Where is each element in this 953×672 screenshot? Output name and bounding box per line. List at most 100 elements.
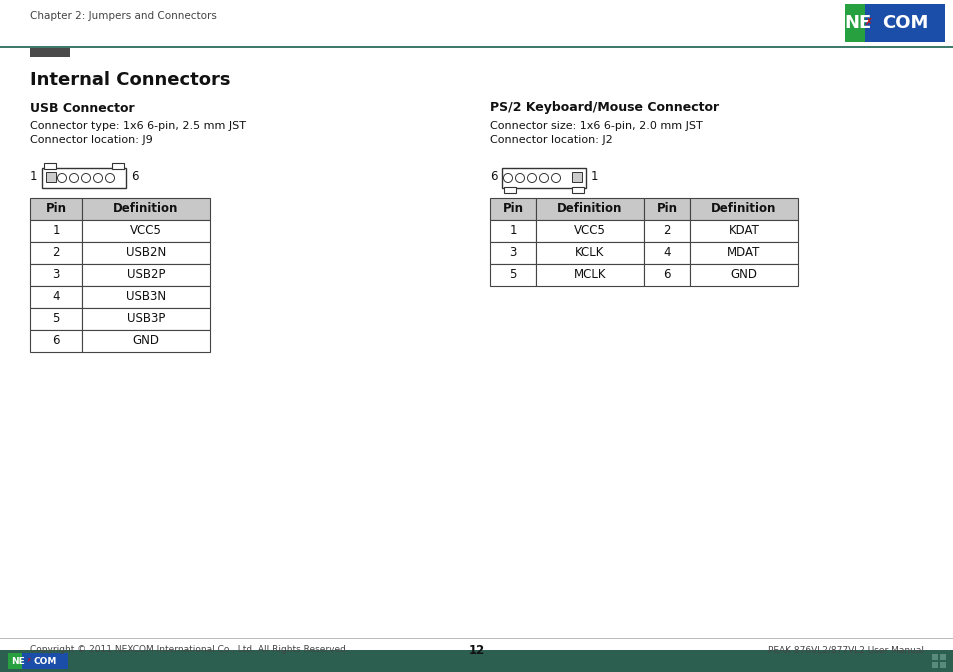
- Text: Connector size: 1x6 6-pin, 2.0 mm JST: Connector size: 1x6 6-pin, 2.0 mm JST: [490, 121, 702, 131]
- Text: 2: 2: [662, 224, 670, 237]
- Circle shape: [515, 173, 524, 183]
- Text: 1: 1: [30, 171, 37, 183]
- Text: Connector type: 1x6 6-pin, 2.5 mm JST: Connector type: 1x6 6-pin, 2.5 mm JST: [30, 121, 246, 131]
- Bar: [689, 220, 797, 242]
- Text: 3: 3: [509, 247, 517, 259]
- Text: VCC5: VCC5: [130, 224, 162, 237]
- Text: PS/2 Keyboard/Mouse Connector: PS/2 Keyboard/Mouse Connector: [490, 101, 719, 114]
- Text: KCLK: KCLK: [575, 247, 604, 259]
- Circle shape: [527, 173, 536, 183]
- Text: Connector location: J2: Connector location: J2: [490, 135, 612, 145]
- Bar: [939, 654, 945, 660]
- Text: Definition: Definition: [711, 202, 776, 216]
- Bar: [82, 242, 210, 264]
- Bar: [46, 172, 56, 182]
- Bar: [8, 653, 22, 669]
- Text: Chapter 2: Jumpers and Connectors: Chapter 2: Jumpers and Connectors: [30, 11, 216, 21]
- Text: 1: 1: [590, 171, 598, 183]
- Text: USB3N: USB3N: [126, 290, 166, 304]
- Bar: [501, 168, 585, 188]
- Text: PEAK 876VL2/877VL2 User Manual: PEAK 876VL2/877VL2 User Manual: [767, 646, 923, 655]
- Text: Definition: Definition: [557, 202, 622, 216]
- Circle shape: [57, 173, 67, 183]
- Bar: [22, 653, 68, 669]
- Text: USB2N: USB2N: [126, 247, 166, 259]
- Text: Pin: Pin: [46, 202, 67, 216]
- Text: Connector location: J9: Connector location: J9: [30, 135, 152, 145]
- Bar: [82, 220, 210, 242]
- Text: MCLK: MCLK: [573, 269, 605, 282]
- Circle shape: [70, 173, 78, 183]
- Bar: [30, 330, 82, 352]
- Text: Copyright © 2011 NEXCOM International Co., Ltd. All Rights Reserved.: Copyright © 2011 NEXCOM International Co…: [30, 646, 349, 655]
- Bar: [30, 242, 82, 264]
- Circle shape: [503, 173, 512, 183]
- Text: COM: COM: [881, 14, 927, 32]
- Circle shape: [551, 173, 560, 183]
- Text: 4: 4: [52, 290, 60, 304]
- Bar: [82, 198, 210, 220]
- Bar: [643, 264, 689, 286]
- Text: MDAT: MDAT: [726, 247, 760, 259]
- Text: 6: 6: [131, 171, 138, 183]
- Bar: [30, 220, 82, 242]
- Text: 1: 1: [509, 224, 517, 237]
- Text: USB3P: USB3P: [127, 312, 165, 325]
- Text: 6: 6: [662, 269, 670, 282]
- Bar: [30, 198, 82, 220]
- Bar: [30, 286, 82, 308]
- Text: NE: NE: [11, 657, 25, 665]
- Bar: [643, 220, 689, 242]
- Text: 5: 5: [52, 312, 60, 325]
- Bar: [30, 264, 82, 286]
- Text: 3: 3: [52, 269, 60, 282]
- Bar: [490, 220, 536, 242]
- Circle shape: [106, 173, 114, 183]
- Bar: [844, 4, 864, 42]
- Text: 4: 4: [662, 247, 670, 259]
- Bar: [44, 163, 56, 169]
- Circle shape: [539, 173, 548, 183]
- Circle shape: [93, 173, 102, 183]
- Text: Definition: Definition: [113, 202, 178, 216]
- Text: 2: 2: [52, 247, 60, 259]
- Text: 1: 1: [52, 224, 60, 237]
- Bar: [0, 638, 953, 639]
- Bar: [42, 168, 126, 188]
- Text: VCC5: VCC5: [574, 224, 605, 237]
- Bar: [689, 242, 797, 264]
- Text: Pin: Pin: [502, 202, 523, 216]
- Text: 12: 12: [468, 644, 485, 657]
- Bar: [490, 198, 536, 220]
- Bar: [490, 242, 536, 264]
- Bar: [689, 198, 797, 220]
- Bar: [82, 330, 210, 352]
- Bar: [931, 662, 937, 668]
- Text: 6: 6: [490, 171, 497, 183]
- Bar: [82, 308, 210, 330]
- Bar: [689, 264, 797, 286]
- Bar: [864, 4, 944, 42]
- Bar: [931, 654, 937, 660]
- Text: USB2P: USB2P: [127, 269, 165, 282]
- Bar: [572, 172, 581, 182]
- Bar: [0, 650, 953, 672]
- Circle shape: [81, 173, 91, 183]
- Bar: [536, 242, 643, 264]
- Text: NE: NE: [843, 14, 871, 32]
- Bar: [82, 264, 210, 286]
- Bar: [0, 46, 953, 48]
- Text: COM: COM: [33, 657, 56, 665]
- Bar: [572, 187, 583, 193]
- Text: ✗: ✗: [27, 657, 31, 663]
- Bar: [30, 48, 70, 57]
- Text: 5: 5: [509, 269, 517, 282]
- Bar: [490, 264, 536, 286]
- Text: 6: 6: [52, 335, 60, 347]
- Bar: [536, 198, 643, 220]
- Text: Pin: Pin: [656, 202, 677, 216]
- Bar: [112, 163, 124, 169]
- Text: USB Connector: USB Connector: [30, 101, 134, 114]
- Text: KDAT: KDAT: [728, 224, 759, 237]
- Bar: [939, 662, 945, 668]
